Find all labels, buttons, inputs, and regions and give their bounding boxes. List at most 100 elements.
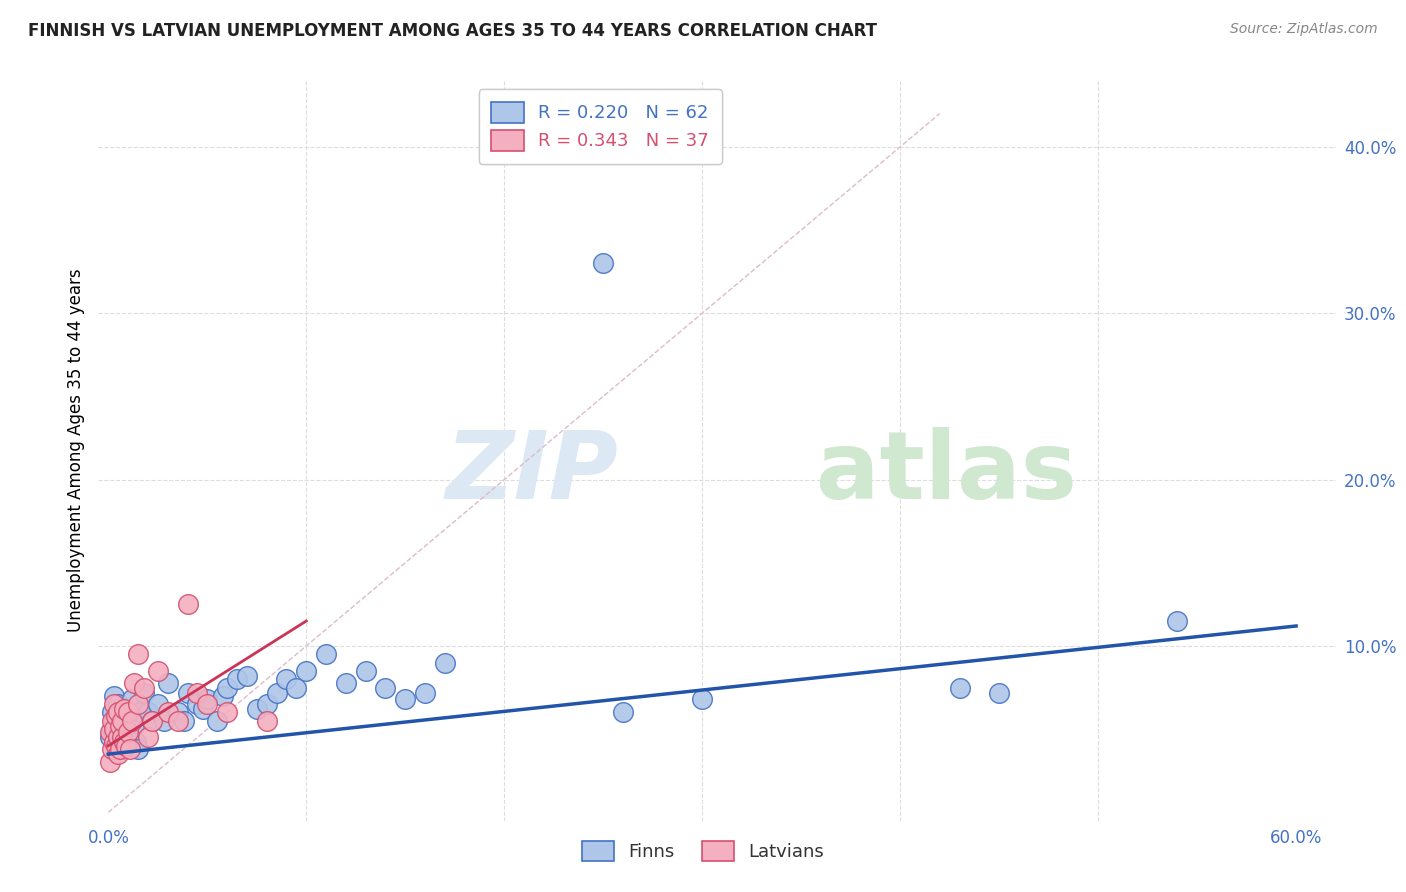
Point <box>236 669 259 683</box>
Point <box>127 742 149 756</box>
Point <box>212 689 235 703</box>
Legend: Finns, Latvians: Finns, Latvians <box>569 828 837 874</box>
Point <box>103 697 125 711</box>
Point <box>122 675 145 690</box>
Point <box>107 722 129 736</box>
Point <box>374 681 396 695</box>
Point <box>173 714 195 728</box>
Text: ZIP: ZIP <box>446 426 619 518</box>
Point <box>276 672 298 686</box>
Point <box>433 656 456 670</box>
Point <box>166 714 188 728</box>
Point <box>285 681 308 695</box>
Point <box>146 697 169 711</box>
Point <box>98 756 121 770</box>
Point <box>120 742 142 756</box>
Point <box>111 742 134 756</box>
Point <box>132 685 155 699</box>
Point <box>98 731 121 745</box>
Point <box>117 706 139 720</box>
Point <box>108 706 131 720</box>
Text: atlas: atlas <box>815 426 1077 518</box>
Point <box>103 735 125 749</box>
Point <box>217 681 239 695</box>
Point <box>295 664 318 678</box>
Point <box>108 742 131 756</box>
Point <box>105 708 128 723</box>
Point <box>141 714 163 728</box>
Point <box>246 702 269 716</box>
Point <box>193 702 215 716</box>
Point <box>112 708 135 723</box>
Point <box>103 722 125 736</box>
Point <box>101 722 124 736</box>
Point <box>103 735 125 749</box>
Point <box>217 706 239 720</box>
Point <box>107 697 129 711</box>
Point <box>111 731 134 745</box>
Point <box>988 685 1011 699</box>
Point <box>129 706 152 720</box>
Point <box>107 706 129 720</box>
Point <box>101 706 124 720</box>
Point <box>335 675 357 690</box>
Point <box>98 725 121 739</box>
Point <box>111 731 134 745</box>
Point <box>266 685 288 699</box>
Point <box>186 685 208 699</box>
Point <box>108 719 131 733</box>
Point <box>117 706 139 720</box>
Point <box>195 692 218 706</box>
Point <box>205 714 228 728</box>
Point <box>105 739 128 753</box>
Point <box>354 664 377 678</box>
Text: FINNISH VS LATVIAN UNEMPLOYMENT AMONG AGES 35 TO 44 YEARS CORRELATION CHART: FINNISH VS LATVIAN UNEMPLOYMENT AMONG AG… <box>28 22 877 40</box>
Point <box>112 735 135 749</box>
Point <box>592 256 614 270</box>
Point <box>1166 614 1188 628</box>
Point <box>117 725 139 739</box>
Point <box>117 725 139 739</box>
Point <box>103 689 125 703</box>
Point <box>107 731 129 745</box>
Point <box>152 714 174 728</box>
Point <box>315 647 337 661</box>
Point <box>146 664 169 678</box>
Point <box>120 714 142 728</box>
Legend: R = 0.220   N = 62, R = 0.343   N = 37: R = 0.220 N = 62, R = 0.343 N = 37 <box>478 89 721 163</box>
Point <box>136 731 159 745</box>
Point <box>115 714 138 728</box>
Point <box>166 706 188 720</box>
Point <box>127 697 149 711</box>
Point <box>125 735 148 749</box>
Point <box>112 702 135 716</box>
Point <box>156 706 179 720</box>
Point <box>226 672 249 686</box>
Point <box>121 714 143 728</box>
Point <box>121 692 143 706</box>
Point <box>413 685 436 699</box>
Y-axis label: Unemployment Among Ages 35 to 44 years: Unemployment Among Ages 35 to 44 years <box>66 268 84 632</box>
Point <box>141 714 163 728</box>
Point <box>115 739 138 753</box>
Point <box>394 692 416 706</box>
Point <box>612 706 634 720</box>
Point <box>690 692 713 706</box>
Point <box>136 706 159 720</box>
Point <box>112 735 135 749</box>
Point <box>948 681 970 695</box>
Point <box>107 747 129 761</box>
Point <box>195 697 218 711</box>
Point <box>122 719 145 733</box>
Point <box>132 681 155 695</box>
Point <box>186 697 208 711</box>
Point <box>176 598 198 612</box>
Point <box>101 742 124 756</box>
Point <box>107 739 129 753</box>
Point <box>101 714 124 728</box>
Point <box>256 697 278 711</box>
Point <box>176 685 198 699</box>
Point <box>256 714 278 728</box>
Point <box>111 714 134 728</box>
Text: Source: ZipAtlas.com: Source: ZipAtlas.com <box>1230 22 1378 37</box>
